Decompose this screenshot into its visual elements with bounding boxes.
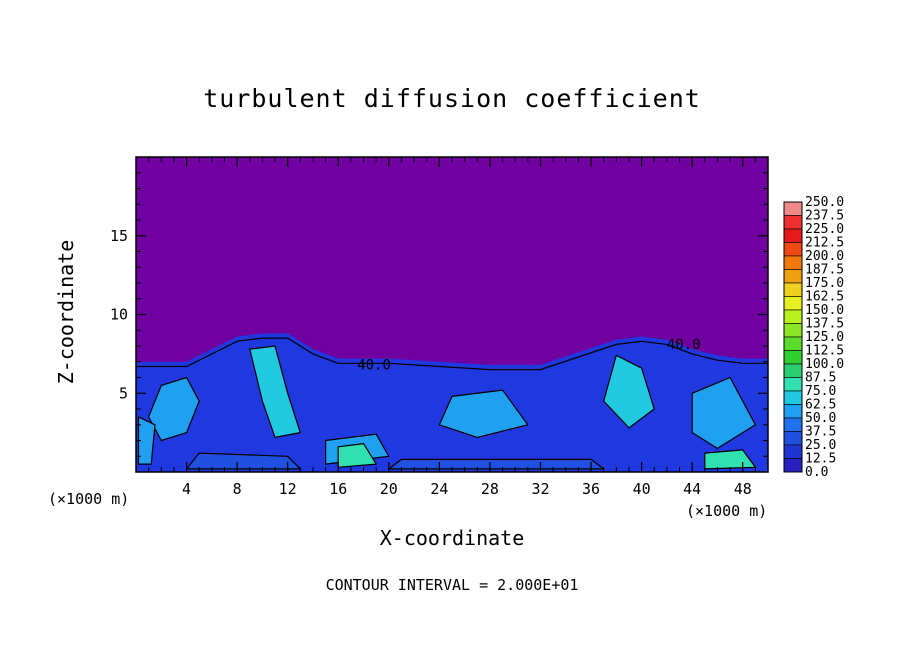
y-tick-label-15: 15 [110, 227, 128, 245]
colorbar-label-75.0: 75.0 [805, 384, 836, 399]
colorbar-label-225.0: 225.0 [805, 222, 844, 237]
x-tick-label-4: 4 [182, 480, 191, 498]
colorbar-label-62.5: 62.5 [805, 398, 836, 413]
colorbar-label-150.0: 150.0 [805, 303, 844, 318]
colorbar-segment-18 [783, 431, 803, 446]
colorbar-label-137.5: 137.5 [805, 317, 844, 332]
colorbar-segment-14 [783, 377, 803, 392]
x-tick-label-12: 12 [279, 480, 297, 498]
colorbar-segment-12 [783, 350, 803, 365]
colorbar-frame [783, 201, 803, 473]
field-structure-1 [148, 376, 200, 442]
colorbar-label-125.0: 125.0 [805, 330, 844, 345]
contour-label-1: 40.0 [357, 358, 391, 374]
colorbar-label-212.5: 212.5 [805, 236, 844, 251]
y-tick-label-10: 10 [110, 306, 128, 324]
colorbar-segment-13 [783, 363, 803, 378]
colorbar-segment-7 [783, 282, 803, 297]
colorbar-label-50.0: 50.0 [805, 411, 836, 426]
colorbar-label-250.0: 250.0 [805, 195, 844, 210]
field-structure-11 [388, 458, 605, 470]
x-tick-label-8: 8 [233, 480, 242, 498]
colorbar-label-87.5: 87.5 [805, 371, 836, 386]
colorbar-label-12.5: 12.5 [805, 452, 836, 467]
field-structure-4 [337, 443, 377, 468]
colorbar-segment-8 [783, 296, 803, 311]
colorbar-segment-3 [783, 228, 803, 243]
x-tick-label-20: 20 [380, 480, 398, 498]
colorbar-segment-19 [783, 444, 803, 459]
colorbar-label-25.0: 25.0 [805, 438, 836, 453]
contour-interval-note: CONTOUR INTERVAL = 2.000E+01 [325, 576, 579, 594]
colorbar-label-162.5: 162.5 [805, 290, 844, 305]
colorbar-segment-10 [783, 323, 803, 338]
field-structure-7 [691, 376, 756, 449]
colorbar-label-37.5: 37.5 [805, 425, 836, 440]
contour-label-2: 40.0 [667, 337, 701, 353]
field-structure-2 [249, 345, 301, 438]
x-tick-label-28: 28 [481, 480, 499, 498]
colorbar-segment-1 [783, 201, 803, 216]
colorbar-segment-5 [783, 255, 803, 270]
x-tick-label-44: 44 [683, 480, 701, 498]
x-tick-label-16: 16 [329, 480, 347, 498]
x-axis-label: X-coordinate [379, 526, 525, 550]
colorbar-segment-20 [783, 458, 803, 473]
colorbar-segment-6 [783, 269, 803, 284]
y-tick-label-5: 5 [119, 384, 128, 402]
colorbar-label-200.0: 200.0 [805, 249, 844, 264]
x-unit-label-right: (×1000 m) [686, 502, 768, 520]
colorbar-label-187.5: 187.5 [805, 263, 844, 278]
colorbar-label-175.0: 175.0 [805, 276, 844, 291]
x-tick-label-40: 40 [633, 480, 651, 498]
x-tick-label-48: 48 [734, 480, 752, 498]
x-unit-label-left: (×1000 m) [48, 490, 130, 508]
colorbar-segment-4 [783, 242, 803, 257]
colorbar-segment-16 [783, 404, 803, 419]
x-tick-label-24: 24 [430, 480, 448, 498]
chart-title: turbulent diffusion coefficient [203, 84, 701, 113]
colorbar-segment-11 [783, 336, 803, 351]
x-tick-label-32: 32 [531, 480, 549, 498]
field-structure-6 [603, 354, 655, 429]
colorbar-segment-17 [783, 417, 803, 432]
colorbar-segment-2 [783, 215, 803, 230]
colorbar-segment-9 [783, 309, 803, 324]
x-tick-label-36: 36 [582, 480, 600, 498]
colorbar-label-237.5: 237.5 [805, 209, 844, 224]
colorbar-label-100.0: 100.0 [805, 357, 844, 372]
colorbar-label-112.5: 112.5 [805, 344, 844, 359]
field-structure-5 [438, 389, 529, 438]
colorbar-segment-15 [783, 390, 803, 405]
contour-line-outer [136, 337, 768, 371]
colorbar-label-0.0: 0.0 [805, 465, 828, 480]
field-structure-9 [137, 416, 156, 465]
